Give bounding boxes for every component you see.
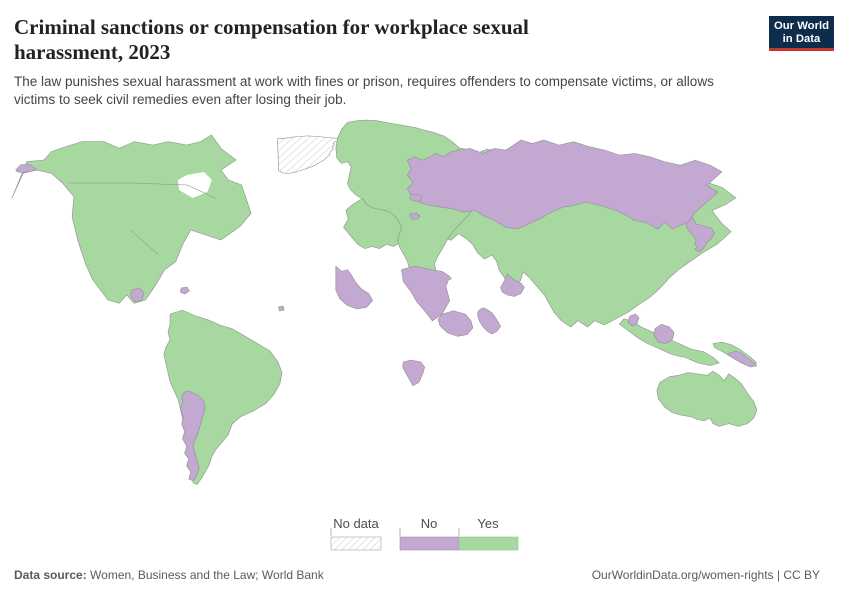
svg-text:No: No [421, 516, 438, 531]
svg-text:No data: No data [333, 516, 379, 531]
svg-text:Yes: Yes [477, 516, 499, 531]
